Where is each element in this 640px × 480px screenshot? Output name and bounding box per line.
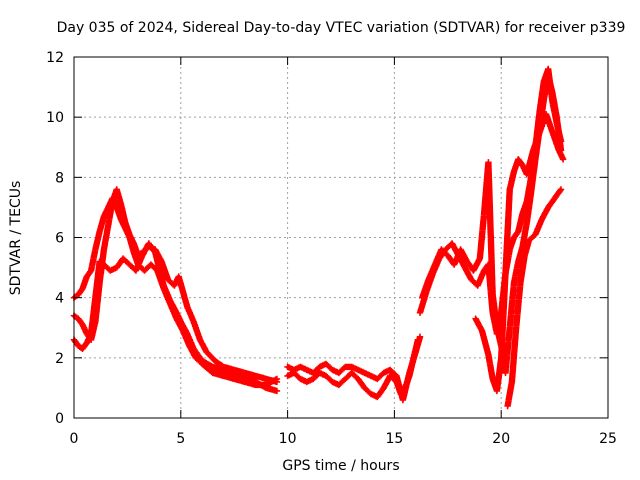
plus-markers: [419, 71, 565, 377]
x-axis-title: GPS time / hours: [282, 458, 399, 474]
grid: [74, 57, 608, 418]
x-tick-label: 20: [492, 431, 510, 447]
y-tick-label: 4: [55, 291, 64, 307]
y-tick-label: 8: [55, 170, 64, 186]
plot-frame: [73, 56, 609, 419]
x-tick-label: 5: [176, 431, 185, 447]
x-tick-label: 0: [70, 431, 79, 447]
plus-markers: [284, 333, 424, 404]
trace-4: [284, 333, 424, 404]
y-tick-label: 10: [46, 110, 64, 126]
plus-markers: [70, 195, 281, 389]
y-axis-title: SDTVAR / TECUs: [8, 181, 24, 296]
x-tick-label: 15: [385, 431, 403, 447]
y-tick-label: 12: [46, 50, 64, 66]
chart-title: Day 035 of 2024, Sidereal Day-to-day VTE…: [57, 20, 626, 36]
trace-2: [70, 195, 281, 389]
y-tick-label: 6: [55, 231, 64, 247]
plus-markers: [472, 111, 567, 395]
plus-markers: [504, 186, 565, 410]
y-tick-label: 2: [55, 351, 64, 367]
trace-6: [419, 71, 565, 377]
x-tick-label: 25: [599, 431, 617, 447]
x-tick-label: 10: [279, 431, 297, 447]
y-tick-label: 0: [55, 411, 64, 427]
trace-8: [504, 186, 565, 410]
trace-7: [472, 111, 567, 395]
axis-ticks: 0 5 10 15 20 25 0 2 4 6 8 10 12: [46, 50, 617, 447]
